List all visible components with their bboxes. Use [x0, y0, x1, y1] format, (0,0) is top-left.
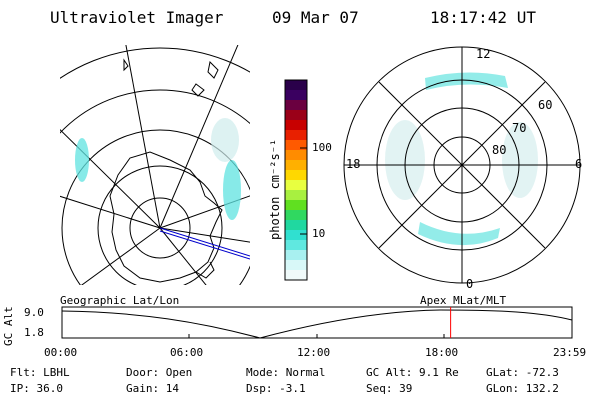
timeline-xtick-0600: 06:00 [170, 346, 204, 359]
colorbar: 100 10 [284, 79, 332, 281]
status-filter: Flt: LBHL [10, 366, 70, 379]
time-readout: 18:17:42 UT [430, 8, 536, 27]
status-ip: IP: 36.0 [10, 382, 63, 395]
geographic-map [60, 45, 250, 285]
colorbar-segment [285, 180, 307, 191]
status-mode: Mode: Normal [246, 366, 326, 379]
status-glon: GLon: 132.2 [486, 382, 559, 395]
mlat-label-80: 80 [492, 143, 506, 157]
colorbar-segment [285, 250, 307, 261]
colorbar-segment [285, 170, 307, 181]
geographic-latlon-label: Geographic Lat/Lon [60, 294, 180, 307]
colorbar-tick-100: 100 [312, 141, 332, 154]
apex-mlat-mlt-label: Apex MLat/MLT [420, 294, 507, 307]
timeline-ytick-bottom: 1.8 [24, 326, 44, 339]
colorbar-segment [285, 100, 307, 111]
status-gc-alt: GC Alt: 9.1 Re [366, 366, 459, 379]
colorbar-segment [285, 160, 307, 171]
colorbar-segment [285, 130, 307, 141]
colorbar-unit-label: photon cm⁻²s⁻¹ [268, 138, 282, 240]
colorbar-segment [285, 120, 307, 131]
date-readout: 09 Mar 07 [272, 8, 359, 27]
mlt-label-18: 18 [346, 157, 360, 171]
polar-plot: 12 18 6 0 60 70 80 [343, 46, 582, 291]
colorbar-segment [285, 200, 307, 211]
colorbar-segment [285, 190, 307, 201]
colorbar-segment [285, 150, 307, 161]
colorbar-segment [285, 210, 307, 221]
altitude-timeline [61, 306, 573, 339]
colorbar-segment [285, 230, 307, 241]
colorbar-tick-10: 10 [312, 227, 325, 240]
timeline-xtick-2359: 23:59 [553, 346, 587, 359]
timeline-ytick-top: 9.0 [24, 306, 44, 319]
status-door: Door: Open [126, 366, 193, 379]
colorbar-segment [285, 140, 307, 151]
status-seq: Seq: 39 [366, 382, 413, 395]
status-glat: GLat: -72.3 [486, 366, 559, 379]
timeline-xtick-0000: 00:00 [44, 346, 78, 359]
status-gain: Gain: 14 [126, 382, 179, 395]
app-title: Ultraviolet Imager [50, 8, 224, 27]
timeline-xtick-1800: 18:00 [425, 346, 459, 359]
colorbar-segment [285, 270, 307, 281]
mlt-label-6: 6 [575, 157, 582, 171]
timeline-ylabel: GC Alt [2, 306, 15, 346]
colorbar-segment [285, 260, 307, 271]
mlat-label-60: 60 [538, 98, 552, 112]
mlat-label-70: 70 [512, 121, 526, 135]
colorbar-segment [285, 240, 307, 251]
status-dsp: Dsp: -3.1 [246, 382, 306, 395]
colorbar-segment [285, 90, 307, 101]
mlt-label-12: 12 [476, 47, 490, 61]
colorbar-segment [285, 220, 307, 231]
timeline-xtick-1200: 12:00 [297, 346, 331, 359]
mlt-label-0: 0 [466, 277, 473, 291]
colorbar-segment [285, 80, 307, 91]
colorbar-segment [285, 110, 307, 121]
